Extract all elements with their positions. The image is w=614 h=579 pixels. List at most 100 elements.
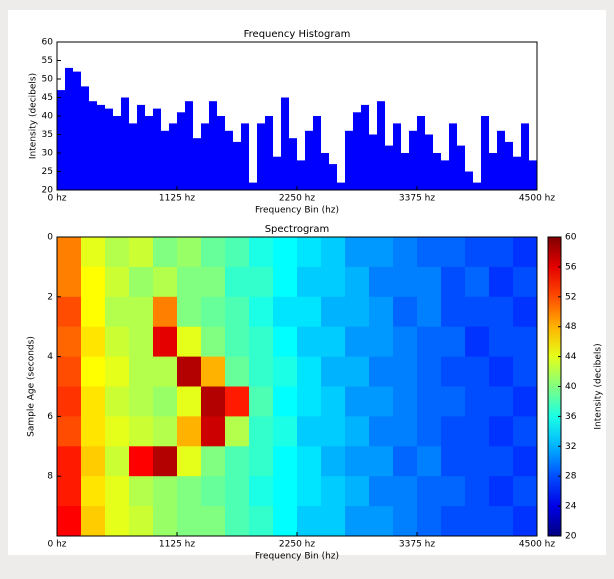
- bar: [449, 123, 457, 190]
- heatmap-cell: [225, 386, 250, 417]
- heatmap-cell: [177, 506, 202, 537]
- heatmap-cell: [129, 446, 154, 477]
- bar: [513, 156, 521, 190]
- heatmap-cell: [513, 416, 538, 447]
- heatmap-cell: [273, 356, 298, 387]
- x-tick-label: 0 hz: [47, 194, 66, 204]
- bar: [89, 101, 97, 190]
- heatmap-cell: [153, 506, 178, 537]
- bar: [401, 153, 409, 190]
- heatmap-cell: [321, 326, 346, 358]
- heatmap-cell: [57, 446, 82, 477]
- bar: [369, 134, 377, 190]
- bar: [129, 123, 137, 190]
- heatmap-cell: [513, 296, 538, 328]
- heatmap-cell: [465, 446, 490, 477]
- bar: [153, 108, 161, 190]
- heatmap-cell: [225, 326, 250, 358]
- heatmap-cell: [273, 506, 298, 537]
- bar: [209, 101, 217, 190]
- heatmap-cell: [201, 296, 226, 328]
- bar: [257, 123, 265, 190]
- heatmap-cell: [441, 237, 466, 268]
- heatmap-cell: [393, 326, 418, 358]
- heatmap-cell: [249, 446, 274, 477]
- heatmap-cell: [225, 296, 250, 328]
- colorbar-label: Intensity (decibels): [594, 343, 604, 429]
- heatmap-cell: [153, 237, 178, 268]
- heatmap-cell: [57, 296, 82, 328]
- heatmap-cell: [201, 446, 226, 477]
- heatmap-cell: [273, 296, 298, 328]
- heatmap-cell: [129, 266, 154, 298]
- bar: [57, 90, 65, 190]
- heatmap-cell: [393, 356, 418, 387]
- bar: [329, 164, 337, 190]
- bar: [465, 171, 473, 190]
- heatmap-cell: [129, 356, 154, 387]
- heatmap-cell: [273, 386, 298, 417]
- heatmap-cell: [273, 476, 298, 507]
- heatmap-cell: [177, 446, 202, 477]
- heatmap-cell: [417, 446, 442, 477]
- heatmap-cell: [297, 296, 322, 328]
- heatmap-cell: [345, 356, 370, 387]
- heatmap-cell: [321, 356, 346, 387]
- heatmap-cell: [297, 476, 322, 507]
- heatmap-cell: [489, 356, 514, 387]
- heatmap-cell: [417, 326, 442, 358]
- y-tick-label: 40: [42, 112, 54, 122]
- y-axis-label: Intensity (decibels): [29, 73, 39, 159]
- heatmap-cell: [153, 266, 178, 298]
- heatmap-cell: [273, 237, 298, 268]
- bar: [65, 67, 73, 190]
- heatmap-cell: [129, 386, 154, 417]
- chart-title: Frequency Histogram: [244, 29, 351, 40]
- heatmap-cell: [417, 506, 442, 537]
- heatmap-cell: [369, 446, 394, 477]
- heatmap-cell: [297, 326, 322, 358]
- bar: [241, 123, 249, 190]
- heatmap-cell: [201, 506, 226, 537]
- heatmap-cell: [177, 266, 202, 298]
- heatmap-cell: [249, 416, 274, 447]
- x-axis-label: Frequency Bin (hz): [255, 552, 339, 562]
- heatmap-cell: [393, 386, 418, 417]
- bar: [529, 160, 537, 190]
- heatmap-cell: [321, 266, 346, 298]
- heatmap-cell: [297, 506, 322, 537]
- colorbar-tick-label: 40: [565, 382, 577, 392]
- bar: [433, 153, 441, 190]
- heatmap-cell: [513, 326, 538, 358]
- bar: [521, 123, 529, 190]
- heatmap-cell: [345, 326, 370, 358]
- bar: [377, 101, 385, 190]
- heatmap-cell: [81, 506, 106, 537]
- heatmap-cell: [489, 237, 514, 268]
- heatmap-cell: [57, 476, 82, 507]
- heatmap-cell: [345, 506, 370, 537]
- heatmap-cell: [177, 476, 202, 507]
- heatmap-cell: [417, 476, 442, 507]
- heatmap-cell: [153, 296, 178, 328]
- bar: [441, 160, 449, 190]
- heatmap-cell: [201, 386, 226, 417]
- bar: [81, 86, 89, 190]
- heatmap-cell: [489, 326, 514, 358]
- heatmap-cell: [393, 296, 418, 328]
- x-tick-label: 1125 hz: [159, 194, 195, 204]
- heatmap-cell: [393, 476, 418, 507]
- heatmap-cell: [489, 296, 514, 328]
- heatmap-cell: [441, 416, 466, 447]
- bar: [145, 116, 153, 190]
- bar: [161, 130, 169, 190]
- heatmap-cell: [513, 356, 538, 387]
- heatmap-cell: [57, 266, 82, 298]
- bar: [409, 130, 417, 190]
- heatmap-cell: [465, 296, 490, 328]
- bar: [217, 116, 225, 190]
- bar: [353, 112, 361, 190]
- colorbar-tick-label: 52: [565, 292, 576, 302]
- heatmap-cell: [57, 386, 82, 417]
